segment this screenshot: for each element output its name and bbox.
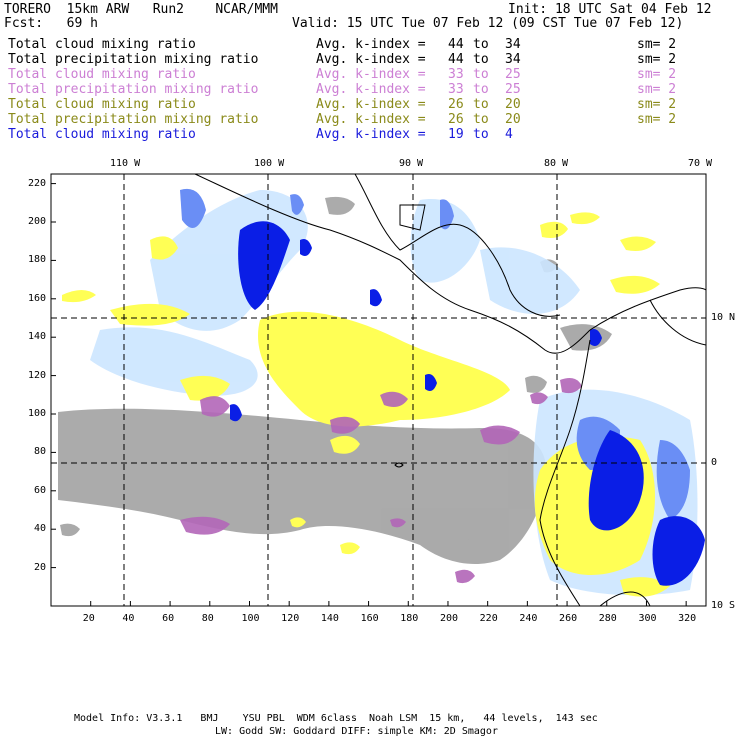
var-k-to: 34 xyxy=(505,37,521,52)
lat-lon-grid xyxy=(51,174,706,606)
var-to: to xyxy=(473,37,489,52)
y-tick-label: 40 xyxy=(33,523,46,535)
y-tick-label: 220 xyxy=(27,177,46,189)
var-to: to xyxy=(473,52,489,67)
y-tick-label: 120 xyxy=(27,369,46,381)
y-tick-label: 60 xyxy=(33,484,46,496)
axis-ticks xyxy=(51,183,687,606)
var-to: to xyxy=(473,127,489,142)
x-tick-label: 200 xyxy=(439,613,459,624)
purple-precip xyxy=(180,378,684,584)
var-to: to xyxy=(473,67,489,82)
var-to: to xyxy=(473,112,489,127)
x-tick-label: 300 xyxy=(638,613,657,624)
lon-label-110w: 110 W xyxy=(110,158,141,169)
var-name: Total cloud mixing ratio xyxy=(8,67,196,82)
y-tick-label: 80 xyxy=(33,446,46,458)
var-smooth: sm= 2 xyxy=(637,97,677,112)
x-tick-label: 180 xyxy=(400,613,419,624)
var-name: Total cloud mixing ratio xyxy=(8,37,196,52)
var-k-to: 20 xyxy=(505,97,521,112)
y-tick-label: 100 xyxy=(27,408,46,419)
var-k-from: 33 xyxy=(448,82,464,97)
var-k-to: 20 xyxy=(505,112,521,127)
x-tick-label: 220 xyxy=(479,613,498,624)
var-k-from: 44 xyxy=(448,52,464,67)
var-to: to xyxy=(473,97,489,112)
lon-label-70w: 70 W xyxy=(688,158,713,169)
x-tick-label: 100 xyxy=(241,613,260,624)
var-kindex-label: Avg. k-index = xyxy=(316,112,426,127)
var-smooth: sm= 2 xyxy=(637,52,677,67)
var-name: Total precipitation mixing ratio xyxy=(8,52,259,67)
header-fcst: Fcst: 69 h xyxy=(4,16,98,31)
lat-label-10s: 10 S xyxy=(711,600,736,611)
var-k-to: 34 xyxy=(505,52,521,67)
x-tick-label: 280 xyxy=(598,613,617,624)
var-name: Total precipitation mixing ratio xyxy=(8,112,259,127)
x-tick-label: 20 xyxy=(82,613,95,624)
var-name: Total cloud mixing ratio xyxy=(8,97,196,112)
x-tick-label: 140 xyxy=(320,613,339,624)
var-smooth: sm= 2 xyxy=(637,82,677,97)
lon-label-90w: 90 W xyxy=(399,158,424,169)
x-tick-label: 240 xyxy=(519,613,538,624)
lon-label-80w: 80 W xyxy=(544,158,569,169)
var-k-from: 33 xyxy=(448,67,464,82)
header-model: TORERO 15km ARW Run2 NCAR/MMM xyxy=(4,2,278,17)
var-smooth: sm= 2 xyxy=(637,67,677,82)
map-fields xyxy=(58,188,705,597)
var-k-from: 26 xyxy=(448,112,464,127)
map-frame xyxy=(50,173,707,607)
x-tick-label: 80 xyxy=(201,613,214,624)
var-kindex-label: Avg. k-index = xyxy=(316,127,426,142)
y-tick-label: 20 xyxy=(33,561,46,573)
var-k-from: 44 xyxy=(448,37,464,52)
var-name: Total cloud mixing ratio xyxy=(8,127,196,142)
x-tick-label: 160 xyxy=(360,613,379,624)
y-tick-label: 180 xyxy=(27,254,46,266)
var-k-from: 26 xyxy=(448,97,464,112)
blue-cloud xyxy=(180,188,690,520)
x-tick-label: 40 xyxy=(122,613,135,624)
lat-label-10n: 10 N xyxy=(711,312,736,323)
var-kindex-label: Avg. k-index = xyxy=(316,82,426,97)
var-smooth: sm= 2 xyxy=(637,112,677,127)
lat-label-0: 0 xyxy=(711,457,718,468)
coastline xyxy=(194,174,706,606)
var-kindex-label: Avg. k-index = xyxy=(316,67,426,82)
var-kindex-label: Avg. k-index = xyxy=(316,52,426,67)
header-init: Init: 18 UTC Sat 04 Feb 12 xyxy=(508,2,712,17)
x-tick-label: 260 xyxy=(559,613,578,624)
y-tick-label: 160 xyxy=(27,292,46,304)
var-kindex-label: Avg. k-index = xyxy=(316,37,426,52)
var-k-to: 25 xyxy=(505,82,521,97)
var-smooth: sm= 2 xyxy=(637,37,677,52)
x-tick-label: 320 xyxy=(678,613,697,624)
var-name: Total precipitation mixing ratio xyxy=(8,82,259,97)
var-k-to: 4 xyxy=(505,127,513,142)
var-k-to: 25 xyxy=(505,67,521,82)
dark-blue-cloud xyxy=(230,221,705,586)
y-tick-label: 200 xyxy=(27,216,46,227)
var-kindex-label: Avg. k-index = xyxy=(316,97,426,112)
header-valid: Valid: 15 UTC Tue 07 Feb 12 (09 CST Tue … xyxy=(292,16,684,31)
footer-model-info: Model Info: V3.3.1 BMJ YSU PBL WDM 6clas… xyxy=(74,713,598,724)
var-to: to xyxy=(473,82,489,97)
lon-label-100w: 100 W xyxy=(254,158,285,169)
var-k-from: 19 xyxy=(448,127,464,142)
footer-physics: LW: Godd SW: Goddard DIFF: simple KM: 2D… xyxy=(215,726,498,737)
x-tick-label: 60 xyxy=(162,613,175,624)
y-tick-label: 140 xyxy=(27,331,46,343)
x-tick-label: 120 xyxy=(281,613,300,624)
